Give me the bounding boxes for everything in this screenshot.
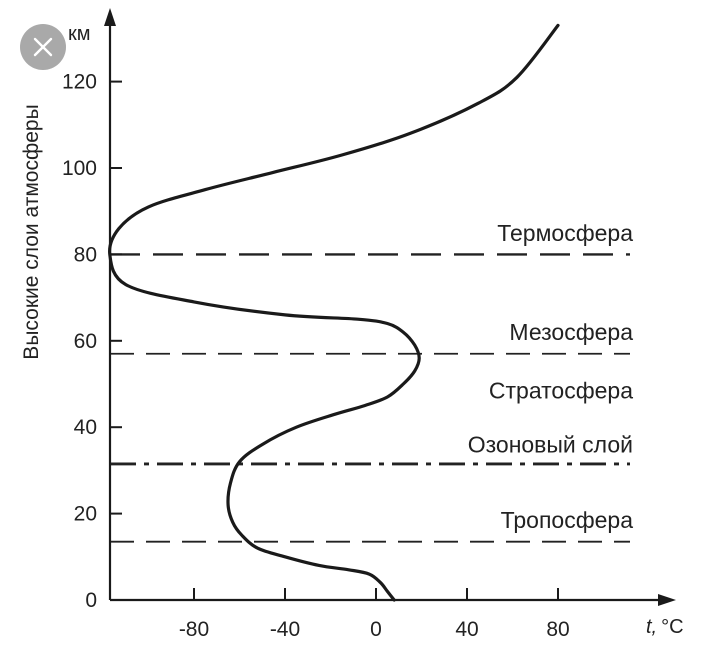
layer-label: Термосфера: [497, 220, 633, 246]
y-tick-label: 20: [74, 503, 97, 526]
x-tick-label: -80: [179, 618, 209, 641]
close-icon: [33, 37, 53, 57]
layer-labels: Термосфера Мезосфера Стратосфера Озоновый с…: [468, 220, 633, 533]
y-ticks: 0 20 40 60 80 100 120: [62, 71, 122, 612]
y-axis-arrow: [104, 8, 116, 26]
y-unit-label: км: [68, 23, 91, 45]
y-tick-label: 80: [74, 243, 97, 266]
layer-label: Тропосфера: [501, 507, 634, 533]
x-unit-symbol: t,: [646, 616, 657, 638]
layer-label: Озоновый слой: [468, 431, 633, 457]
y-tick-label: 60: [74, 330, 97, 353]
layer-label: Мезосфера: [509, 319, 633, 345]
x-axis-arrow: [658, 594, 676, 606]
x-ticks: -80 -40 0 40 80: [179, 588, 570, 641]
x-tick-label: 0: [370, 618, 382, 641]
y-tick-label: 0: [85, 589, 97, 612]
y-tick-label: 100: [62, 157, 97, 180]
close-button[interactable]: [20, 24, 66, 70]
x-unit-label: t, °С: [646, 616, 684, 638]
x-tick-label: 80: [546, 618, 569, 641]
x-unit-text: °С: [661, 616, 683, 638]
layer-boundaries: [110, 253, 630, 543]
y-axis-title: Высокие слои атмосферы: [20, 104, 43, 359]
axes: [104, 8, 676, 606]
x-tick-label: 40: [455, 618, 478, 641]
y-tick-label: 120: [62, 71, 97, 94]
y-tick-label: 40: [74, 416, 97, 439]
x-tick-label: -40: [270, 618, 300, 641]
layer-label: Стратосфера: [489, 377, 633, 403]
temperature-profile-line: [108, 23, 560, 602]
